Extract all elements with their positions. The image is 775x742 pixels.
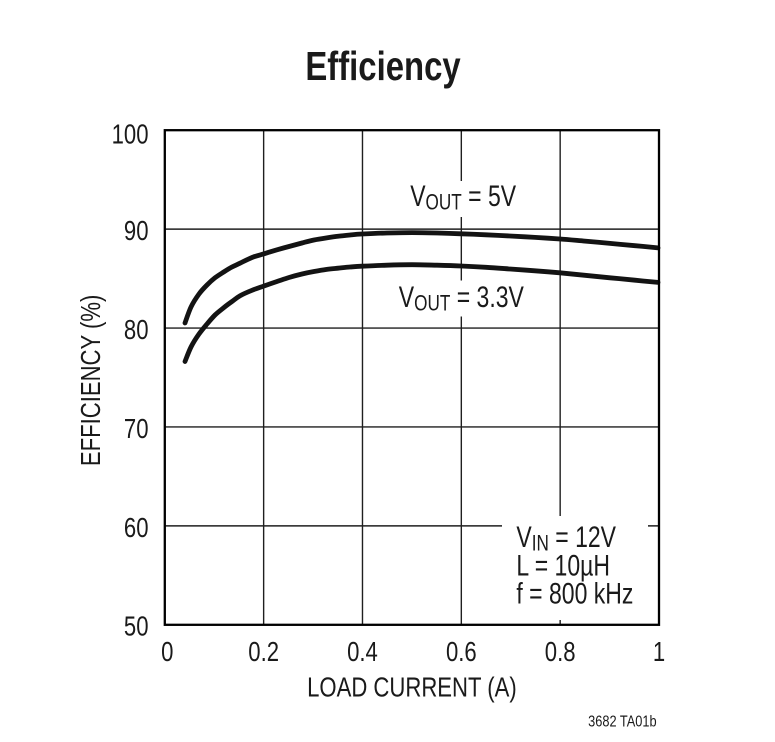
svg-text:0.2: 0.2 (248, 636, 279, 667)
svg-text:1: 1 (653, 636, 665, 667)
svg-text:50: 50 (124, 611, 149, 642)
svg-text:Efficiency: Efficiency (305, 44, 461, 89)
svg-text:3682 TA01b: 3682 TA01b (588, 713, 656, 731)
svg-text:L = 10µH: L = 10µH (516, 549, 610, 582)
svg-text:f = 800 kHz: f = 800 kHz (516, 577, 633, 610)
svg-text:80: 80 (124, 315, 149, 346)
svg-text:LOAD CURRENT (A): LOAD CURRENT (A) (307, 672, 517, 703)
svg-text:0: 0 (161, 636, 173, 667)
svg-text:0.4: 0.4 (347, 636, 378, 667)
svg-text:70: 70 (124, 413, 149, 444)
svg-text:100: 100 (112, 119, 149, 150)
svg-text:0.8: 0.8 (545, 636, 576, 667)
svg-text:EFFICIENCY (%): EFFICIENCY (%) (76, 295, 107, 467)
svg-text:90: 90 (124, 216, 149, 247)
svg-text:0.6: 0.6 (446, 636, 477, 667)
svg-text:60: 60 (124, 512, 149, 543)
